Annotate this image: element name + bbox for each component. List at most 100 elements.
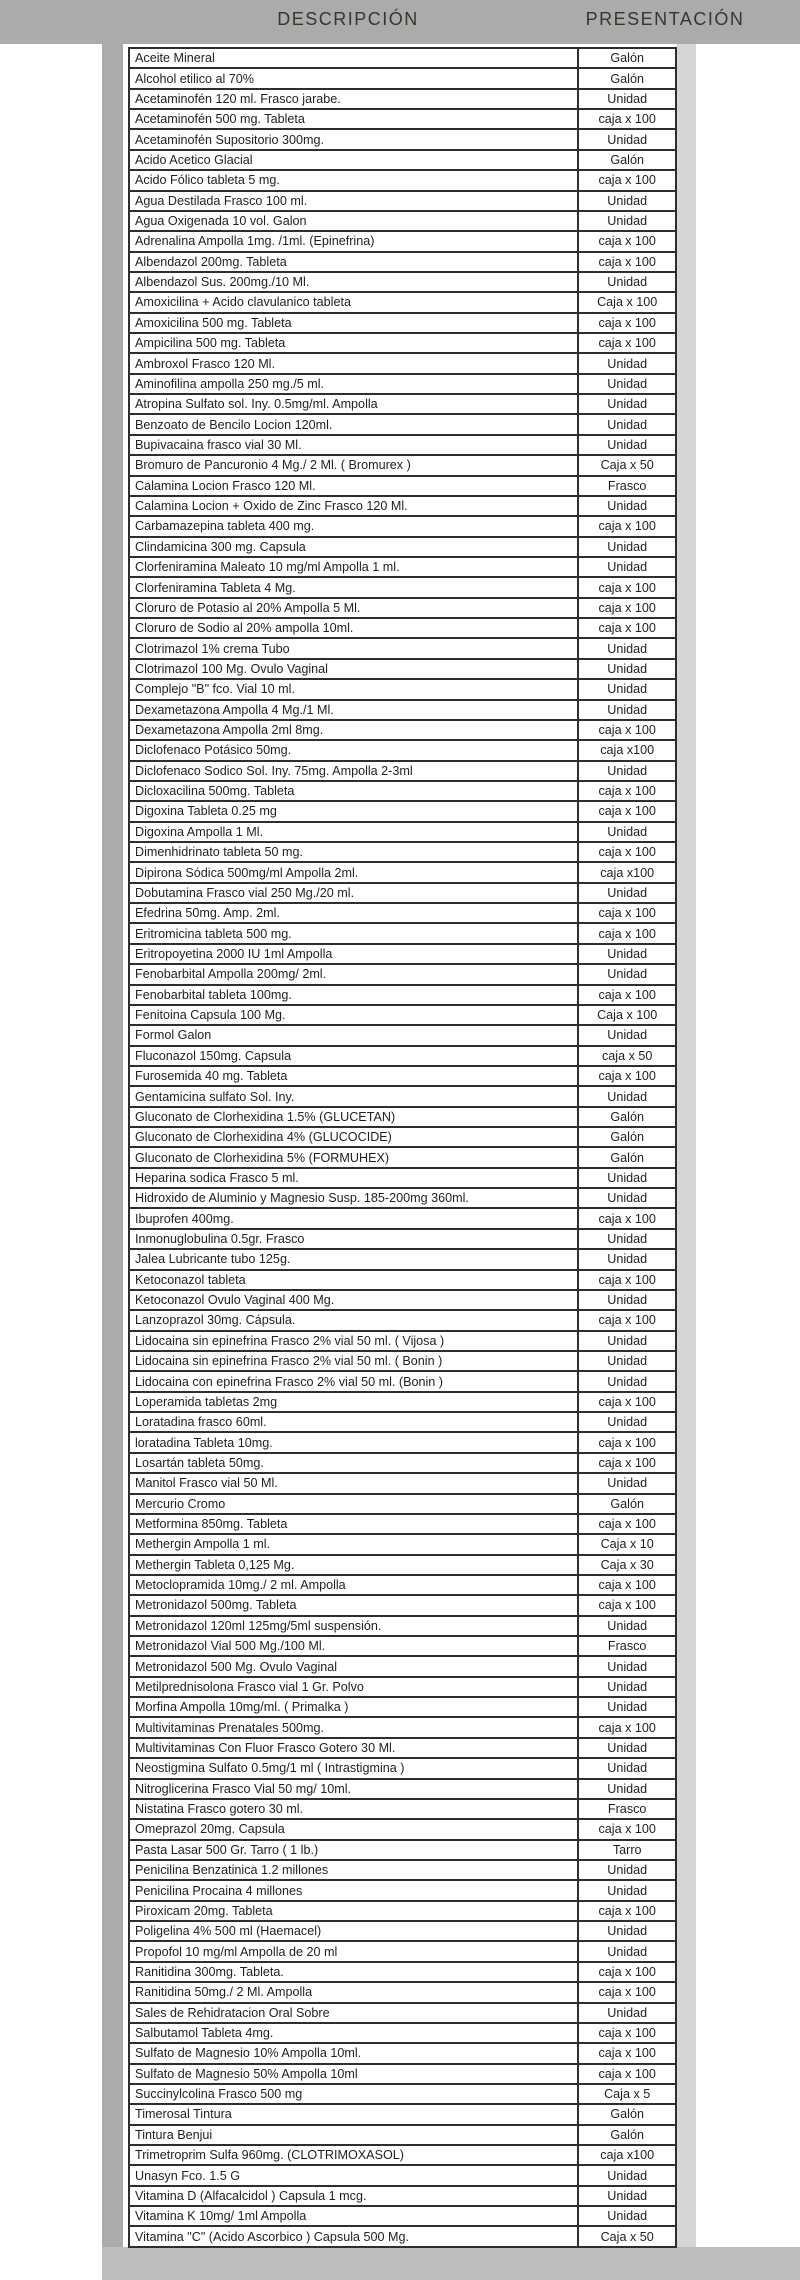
scan-shadow-left [102,44,123,2280]
table-row: Bupivacaina frasco vial 30 Ml. Unidad [130,435,675,457]
description-cell: Gluconato de Clorhexidina 1.5% (GLUCETAN… [130,1107,580,1127]
table-row: Carbamazepina tableta 400 mg. caja x 100 [130,517,675,538]
table-row: Omeprazol 20mg. Capsula caja x 100 [130,1820,675,1841]
presentation-cell: Galón [610,2127,644,2142]
table-row: Agua Destilada Frasco 100 ml. Unidad [130,191,675,212]
table-row: Succinylcolina Frasco 500 mg Caja x 5 [130,2084,675,2106]
presentation-cell: Unidad [607,2209,648,2224]
description-cell: Hidroxido de Aluminio y Magnesio Susp. 1… [130,1189,580,1208]
table-row: Formol Galon Unidad [130,1026,675,1047]
description-cell: Aceite Mineral [130,49,580,68]
description-cell: Acido Fólico tableta 5 mg. [130,171,580,190]
description-cell: Morfina Ampolla 10mg/ml. ( Primalka ) [130,1698,580,1717]
presentation-cell: caja x100 [600,743,655,758]
description-cell: Fenobarbital Ampolla 200mg/ 2ml. [130,965,580,984]
table-row: Metoclopramida 10mg./ 2 ml. Ampolla caja … [130,1575,675,1597]
description-cell: Multivitaminas Con Fluor Frasco Gotero 3… [130,1738,580,1758]
presentation-cell: Galón [610,2107,644,2122]
presentation-cell: caja x 100 [598,1598,656,1613]
table-row: Metronidazol 120ml 125mg/5ml suspensión.… [130,1616,675,1638]
description-cell: Ranitidina 300mg. Tableta. [130,1962,580,1982]
description-cell: Metronidazol 500mg. Tableta [130,1596,580,1615]
table-row: Acetaminofén 120 ml. Frasco jarabe. Unida… [130,89,675,111]
table-row: Clorfeniramina Tableta 4 Mg. caja x 100 [130,578,675,599]
table-row: Tintura Benjui Galón [130,2125,675,2147]
presentation-cell: caja x 100 [598,2026,656,2041]
table-row: Piroxicam 20mg. Tableta caja x 100 [130,1901,675,1923]
presentation-cell: Unidad [607,2188,648,2203]
description-cell: Lidocaina sin epinefrina Frasco 2% vial … [130,1331,580,1350]
table-row: Diclofenaco Potásico 50mg. caja x100 [130,741,675,762]
presentation-cell: Unidad [607,682,648,697]
table-row: Eritromicina tableta 500 mg. caja x 100 [130,924,675,945]
presentation-cell: caja x 100 [598,580,656,595]
description-cell: Sulfato de Magnesio 50% Ampolla 10ml [130,2064,580,2083]
description-cell: Poligelina 4% 500 ml (Haemacel) [130,1922,580,1941]
table-row: Poligelina 4% 500 ml (Haemacel) Unidad [130,1922,675,1943]
description-cell: Lidocaina sin epinefrina Frasco 2% vial … [130,1352,580,1371]
description-cell: Succinylcolina Frasco 500 mg [130,2084,580,2104]
description-cell: Ampicilina 500 mg. Tableta [130,334,580,353]
presentation-cell: Unidad [607,2168,648,2183]
presentation-cell: Unidad [607,376,648,391]
description-cell: Bromuro de Pancuronio 4 Mg./ 2 Ml. ( Bro… [130,456,580,475]
presentation-cell: Caja x 50 [600,2229,654,2244]
table-row: Pasta Lasar 500 Gr. Tarro ( 1 lb.) Tarro [130,1840,675,1861]
table-row: Ketoconazol Ovulo Vaginal 400 Mg. Unidad [130,1290,675,1312]
presentation-cell: Galón [610,152,644,167]
presentation-cell: caja x 50 [601,1048,653,1063]
table-row: Aceite Mineral Galón [130,49,675,70]
description-cell: Loperamida tabletas 2mg [130,1392,580,1412]
description-cell: Dimenhidrinato tableta 50 mg. [130,843,580,862]
presentation-cell: Unidad [607,946,648,961]
description-cell: Benzoato de Bencilo Locion 120ml. [130,415,580,434]
table-row: Lidocaina sin epinefrina Frasco 2% vial … [130,1331,675,1352]
presentation-cell: caja x100 [600,865,655,880]
presentation-cell: caja x 100 [598,1578,656,1593]
table-row: Sulfato de Magnesio 50% Ampolla 10ml caja… [130,2064,675,2085]
presentation-cell: Unidad [607,499,648,514]
table-row: Salbutamol Tableta 4mg. caja x 100 [130,2023,675,2045]
presentation-cell: Unidad [607,1883,648,1898]
presentation-cell: caja x 100 [598,1069,656,1084]
table-row: Fenobarbital tableta 100mg. caja x 100 [130,985,675,1006]
table-row: Dobutamina Frasco vial 250 Mg./20 ml. Uni… [130,883,675,905]
presentation-cell: Unidad [607,91,648,106]
presentation-cell: Unidad [607,1089,648,1104]
table-row: Propofol 10 mg/ml Ampolla de 20 ml Unidad [130,1942,675,1963]
table-row: Timerosal Tintura Galón [130,2105,675,2126]
presentation-cell: caja x 100 [598,234,656,249]
presentation-cell: Unidad [607,1333,648,1348]
table-row: Inmonuglobulina 0.5gr. Frasco Unidad [130,1229,675,1251]
presentation-cell: Frasco [607,1802,647,1817]
table-row: Methergin Tableta 0,125 Mg. Caja x 30 [130,1555,675,1576]
table-row: Penicilina Benzatinica 1.2 millones Unida… [130,1860,675,1882]
presentation-cell: Unidad [607,1191,648,1206]
presentation-cell: Unidad [607,1761,648,1776]
table-row: Albendazol 200mg. Tableta caja x 100 [130,252,675,273]
description-cell: Clotrimazol 1% crema Tubo [130,639,580,658]
description-cell: Carbamazepina tableta 400 mg. [130,517,580,536]
presentation-cell: Unidad [607,967,648,982]
table-row: Metilprednisolona Frasco vial 1 Gr. Polv… [130,1677,675,1699]
table-row: Dimenhidrinato tableta 50 mg. caja x 100 [130,843,675,864]
presentation-cell: Unidad [607,1741,648,1755]
description-cell: Clindamicina 300 mg. Capsula [130,537,580,556]
presentation-cell: Unidad [607,1924,648,1939]
table-row: Penicilina Procaina 4 millones Unidad [130,1881,675,1902]
presentation-cell: caja x 100 [598,336,656,351]
table-row: Gluconato de Clorhexidina 4% (GLUCOCIDE)… [130,1128,675,1149]
description-cell: Fluconazol 150mg. Capsula [130,1046,580,1065]
description-cell: Penicilina Procaina 4 millones [130,1881,580,1900]
presentation-cell: Unidad [607,1293,648,1308]
description-cell: Loratadina frasco 60ml. [130,1413,580,1432]
description-cell: Ambroxol Frasco 120 Ml. [130,354,580,373]
table-row: Methergin Ampolla 1 ml. Caja x 10 [130,1535,675,1556]
presentation-cell: caja x 100 [598,519,656,534]
description-cell: Formol Galon [130,1026,580,1045]
presentation-cell: Unidad [607,1028,648,1043]
presentation-cell: caja x 100 [598,1964,656,1979]
presentation-cell: caja x 100 [598,1455,656,1470]
description-cell: Piroxicam 20mg. Tableta [130,1901,580,1921]
table-row: Acido Fólico tableta 5 mg. caja x 100 [130,171,675,192]
